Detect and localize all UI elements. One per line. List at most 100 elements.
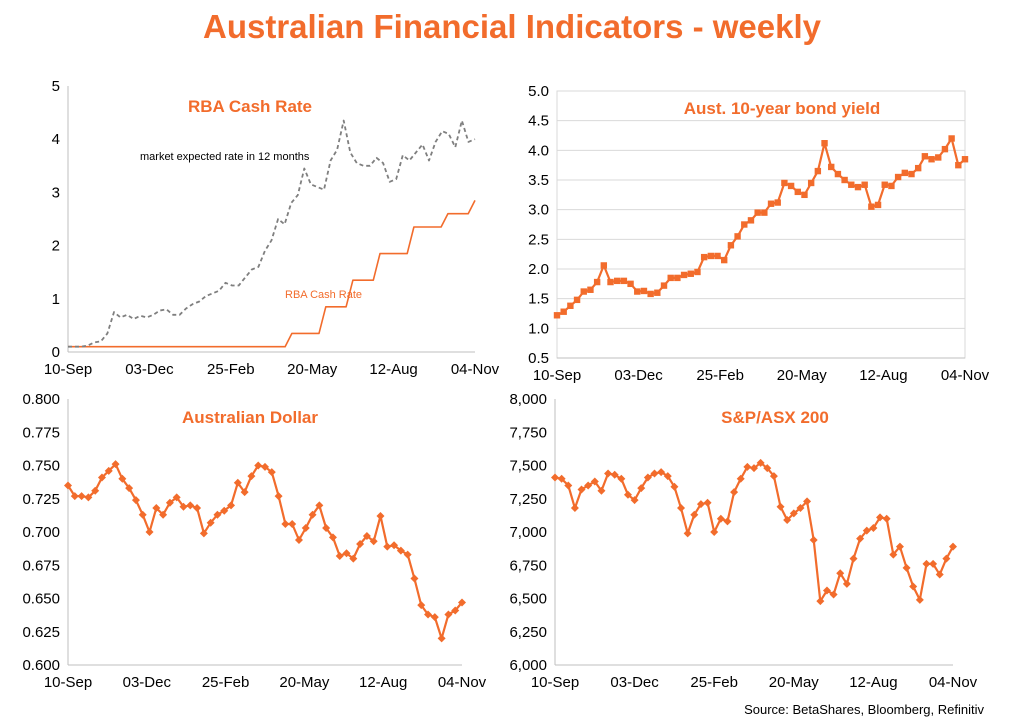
data-point	[703, 498, 712, 507]
data-point	[308, 510, 317, 519]
y-tick-label: 2	[52, 238, 60, 255]
y-tick-label: 0.5	[528, 350, 549, 367]
data-point	[776, 502, 785, 511]
data-point	[376, 512, 385, 521]
x-tick-label: 20-May	[777, 367, 828, 384]
y-tick-label: 5.0	[528, 83, 549, 100]
data-point	[769, 472, 778, 481]
data-point	[551, 473, 559, 482]
data-point	[70, 492, 79, 501]
data-point	[593, 278, 601, 286]
y-tick-label: 0.750	[22, 458, 60, 475]
data-point	[590, 477, 599, 486]
y-tick-label: 6,000	[509, 657, 547, 674]
y-tick-label: 2.0	[528, 261, 549, 278]
y-tick-label: 0	[52, 344, 60, 361]
data-point	[254, 461, 263, 470]
data-point	[145, 528, 154, 536]
data-point	[281, 520, 290, 529]
data-point	[677, 504, 686, 513]
data-point	[573, 296, 581, 304]
data-point	[424, 610, 433, 619]
data-point	[730, 488, 739, 497]
x-tick-label: 25-Feb	[696, 367, 744, 384]
data-point	[604, 469, 613, 478]
plot-border	[556, 90, 966, 359]
data-point	[647, 290, 654, 298]
data-point	[787, 182, 795, 190]
y-tick-label: 5	[52, 78, 60, 95]
data-point	[220, 506, 229, 515]
data-point	[451, 606, 460, 615]
y-tick-label: 7,500	[509, 458, 547, 475]
data-point	[836, 569, 845, 578]
data-point	[584, 481, 593, 490]
data-point	[322, 524, 331, 533]
data-point	[315, 501, 324, 510]
data-point	[634, 288, 641, 295]
data-point	[159, 510, 168, 519]
data-point	[743, 462, 752, 471]
data-point	[710, 528, 719, 536]
data-point	[567, 302, 574, 309]
data-point	[623, 490, 632, 499]
y-tick-label: 0.650	[22, 591, 60, 608]
data-point	[849, 554, 858, 563]
series-line	[556, 137, 966, 317]
data-point	[356, 539, 365, 548]
data-point	[700, 253, 708, 261]
x-tick-label: 03-Dec	[610, 674, 659, 691]
data-point	[410, 574, 419, 583]
data-point	[553, 312, 561, 319]
x-tick-label: 03-Dec	[614, 367, 663, 384]
australian-dollar-chart: 0.600 0.625 0.650 0.675 0.700 0.725 0.750 0.775…	[22, 391, 486, 691]
data-point	[570, 504, 579, 513]
data-point	[716, 514, 725, 523]
data-point	[430, 613, 439, 622]
x-tick-label: 20-May	[769, 674, 820, 691]
data-point	[714, 252, 721, 260]
data-point	[821, 140, 828, 147]
data-point	[876, 513, 885, 522]
data-point	[862, 526, 871, 535]
data-point	[199, 529, 208, 538]
data-point	[935, 570, 944, 579]
x-tick-label: 12-Aug	[359, 674, 407, 691]
chart-annotation: market expected rate in 12 months	[140, 151, 310, 163]
data-point	[288, 520, 297, 529]
data-point	[193, 504, 202, 513]
data-point	[172, 493, 181, 502]
y-tick-label: 6,250	[509, 624, 547, 641]
data-point	[734, 233, 741, 240]
data-point	[902, 563, 911, 572]
data-point	[723, 517, 732, 526]
data-point	[941, 145, 949, 153]
data-point	[97, 473, 106, 482]
data-point	[794, 188, 801, 196]
data-point	[955, 161, 962, 169]
data-point	[909, 582, 918, 591]
data-point	[861, 181, 868, 188]
y-tick-label: 3.0	[528, 202, 549, 219]
data-point	[796, 504, 805, 513]
data-point	[663, 472, 672, 481]
series-line	[68, 119, 476, 348]
data-point	[600, 262, 608, 269]
data-point	[240, 488, 249, 497]
data-point	[801, 191, 808, 199]
data-point	[657, 468, 666, 477]
x-tick-label: 10-Sep	[531, 674, 579, 691]
data-point	[587, 286, 594, 293]
data-point	[617, 474, 626, 483]
data-point	[707, 252, 715, 260]
data-point	[736, 474, 745, 483]
y-tick-label: 6,750	[509, 557, 547, 574]
data-point	[77, 492, 86, 501]
x-tick-label: 25-Feb	[207, 361, 255, 378]
data-point	[607, 278, 614, 286]
data-point	[396, 546, 405, 555]
data-point	[274, 492, 283, 501]
y-tick-label: 2.5	[528, 231, 549, 248]
y-tick-label: 0.775	[22, 424, 60, 441]
data-point	[908, 170, 915, 178]
